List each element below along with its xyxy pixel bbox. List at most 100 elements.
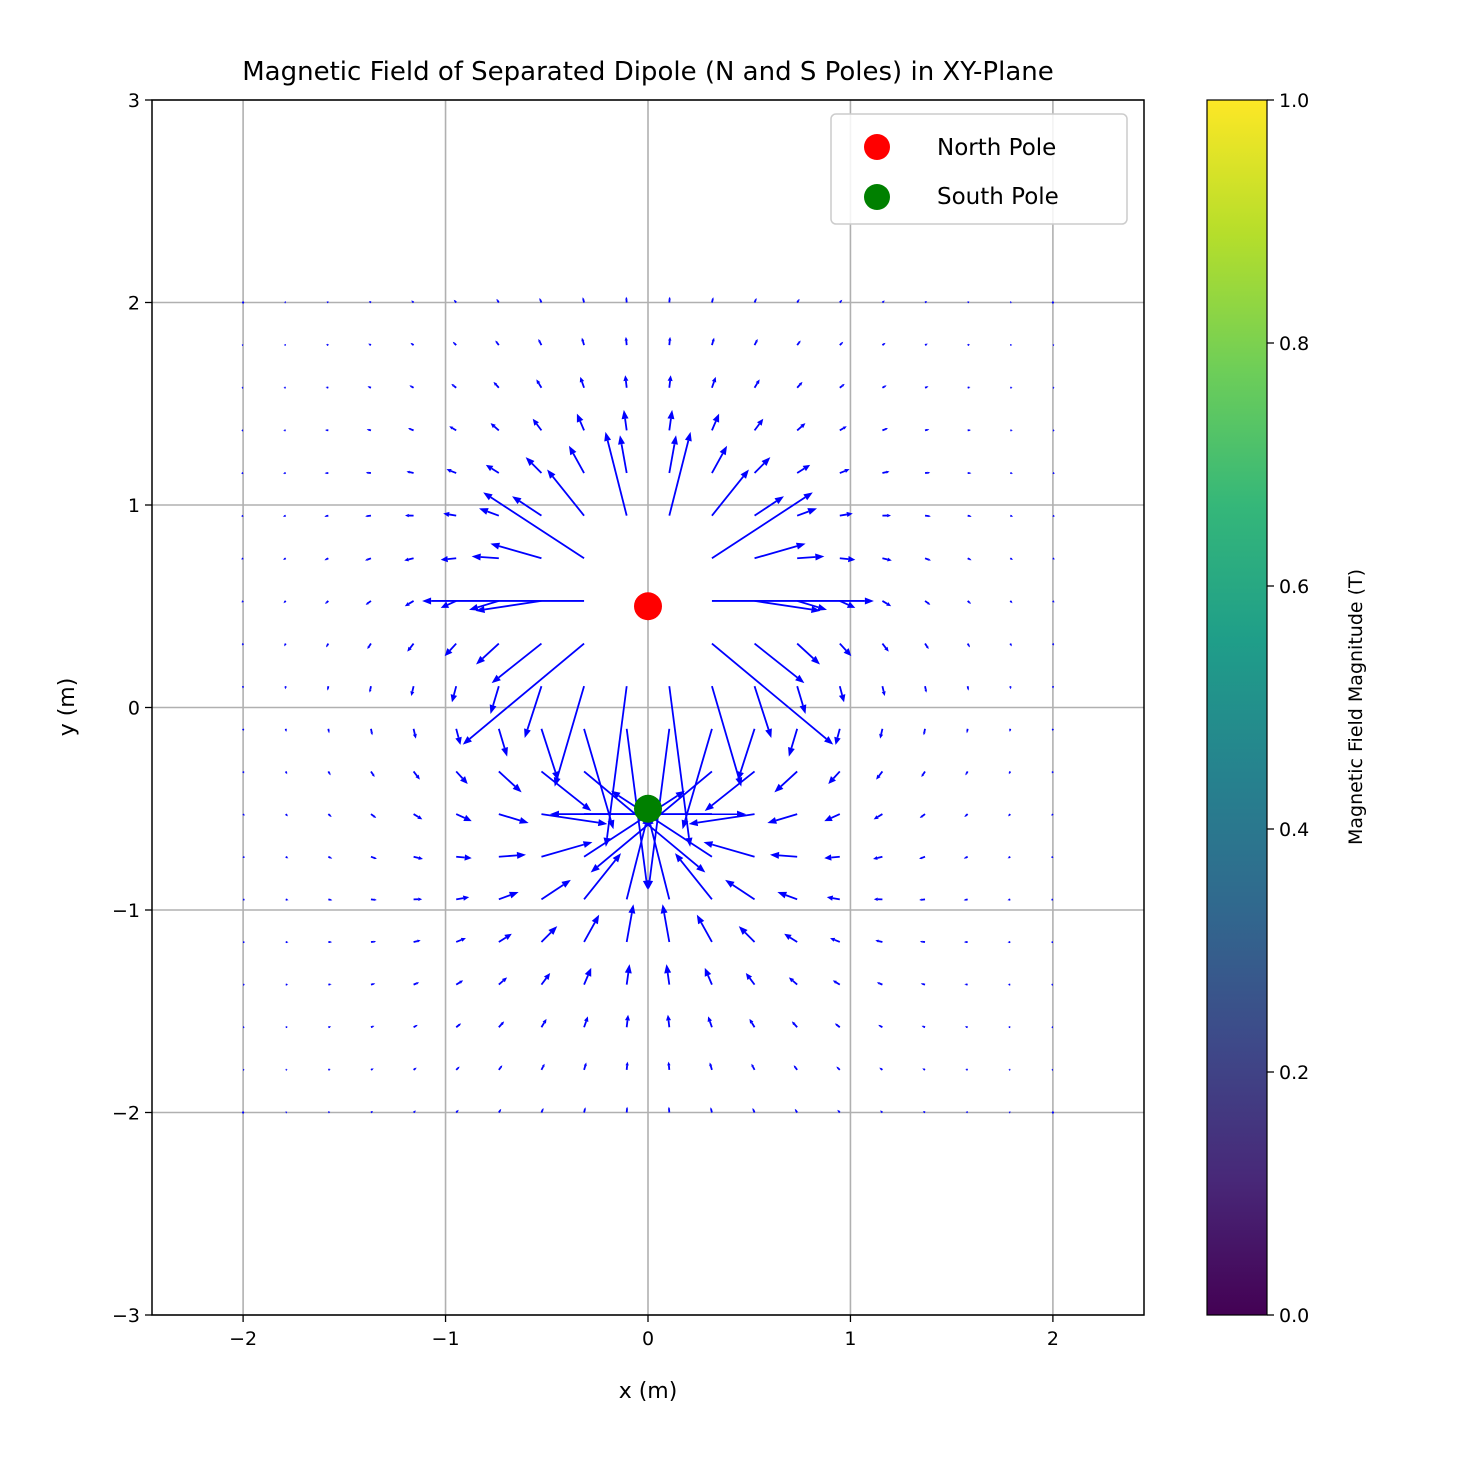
field-arrow: [751, 1063, 756, 1071]
field-arrow: [796, 381, 803, 389]
field-arrow: [413, 813, 423, 820]
field-arrow: [498, 933, 512, 943]
field-arrow: [839, 600, 856, 608]
field-arrow: [1007, 941, 1011, 944]
field-arrow: [882, 557, 892, 562]
field-arrow: [540, 926, 558, 943]
field-arrow: [873, 897, 883, 901]
field-arrow: [924, 343, 928, 346]
field-arrow: [241, 472, 244, 475]
field-arrow: [707, 1016, 713, 1028]
field-arrow: [1008, 1111, 1011, 1114]
field-arrow: [754, 600, 821, 613]
field-arrow: [769, 851, 798, 859]
field-arrow: [410, 685, 415, 697]
field-arrow: [498, 977, 508, 986]
field-arrow: [1051, 813, 1054, 816]
field-arrow: [924, 514, 931, 518]
field-arrow: [1009, 301, 1012, 304]
field-arrow: [284, 301, 287, 304]
field-arrow: [327, 770, 331, 776]
colorbar-label: Magnetic Field Magnitude (T): [1345, 569, 1367, 845]
field-arrow: [711, 642, 834, 745]
field-arrow: [839, 426, 847, 432]
legend-south-label: South Pole: [937, 184, 1059, 210]
field-arrow: [456, 854, 472, 861]
field-arrow: [621, 409, 629, 431]
field-arrow: [1010, 472, 1014, 475]
field-arrow: [796, 600, 827, 611]
field-arrow: [753, 418, 764, 431]
field-arrow: [1008, 813, 1011, 817]
field-arrow: [581, 337, 585, 346]
field-arrow: [243, 983, 246, 986]
field-arrow: [881, 342, 886, 346]
y-tick-label: 3: [128, 90, 140, 112]
field-arrow: [711, 337, 715, 346]
field-arrow: [774, 770, 798, 793]
field-arrow: [412, 728, 417, 739]
field-arrow: [455, 813, 472, 822]
field-arrow: [963, 855, 969, 859]
colorbar-tick-label: 0.6: [1279, 576, 1309, 598]
field-arrow: [1052, 643, 1055, 646]
field-arrow: [328, 941, 333, 943]
field-arrow: [604, 431, 628, 516]
field-arrow: [749, 1018, 756, 1028]
field-arrow: [667, 1106, 671, 1113]
field-arrow: [327, 855, 333, 859]
field-arrow: [839, 341, 844, 346]
field-arrow: [964, 983, 968, 986]
field-arrow: [444, 642, 457, 657]
field-arrow: [839, 383, 845, 389]
field-arrow: [409, 385, 415, 389]
field-arrow: [242, 898, 246, 901]
field-arrow: [404, 600, 415, 607]
field-arrow: [967, 514, 972, 518]
field-arrow: [963, 898, 968, 901]
field-arrow: [547, 469, 585, 517]
field-arrow: [469, 600, 500, 611]
field-arrow: [462, 642, 585, 745]
field-arrow: [784, 933, 798, 943]
legend: North Pole South Pole: [830, 113, 1128, 225]
field-arrow: [967, 343, 970, 346]
field-arrow: [485, 464, 500, 474]
field-arrow: [753, 297, 757, 303]
field-arrow: [1007, 898, 1011, 901]
field-arrow: [966, 643, 970, 648]
field-arrow: [285, 813, 288, 817]
field-arrow: [413, 897, 423, 901]
field-arrow: [1052, 344, 1055, 347]
field-arrow: [285, 1068, 288, 1071]
field-arrow: [681, 728, 713, 830]
field-arrow: [963, 941, 968, 943]
field-arrow: [919, 898, 926, 901]
field-arrow: [1050, 941, 1054, 944]
field-arrow: [583, 1062, 587, 1071]
field-arrow: [1007, 983, 1011, 986]
field-arrow: [824, 854, 840, 861]
field-arrow: [796, 423, 806, 432]
field-arrow: [370, 1068, 374, 1071]
field-arrow: [664, 964, 672, 985]
field-arrow: [576, 413, 585, 431]
field-arrow: [471, 553, 499, 561]
field-arrow: [964, 1025, 968, 1029]
field-arrow: [966, 686, 969, 691]
field-arrow: [919, 855, 926, 860]
field-arrow: [753, 642, 805, 684]
field-arrow: [493, 381, 500, 389]
field-arrow: [365, 471, 372, 474]
field-arrow: [625, 296, 628, 303]
field-arrow: [738, 926, 756, 943]
field-arrow: [538, 339, 543, 346]
field-arrow: [242, 728, 245, 732]
colorbar-tick-label: 0.4: [1279, 819, 1309, 841]
field-arrow: [1052, 600, 1055, 603]
field-arrow: [1052, 472, 1055, 475]
field-arrow: [285, 941, 289, 944]
x-axis-ticks: −2 −1 0 1 2: [229, 1315, 1059, 1350]
field-arrow: [924, 686, 928, 693]
